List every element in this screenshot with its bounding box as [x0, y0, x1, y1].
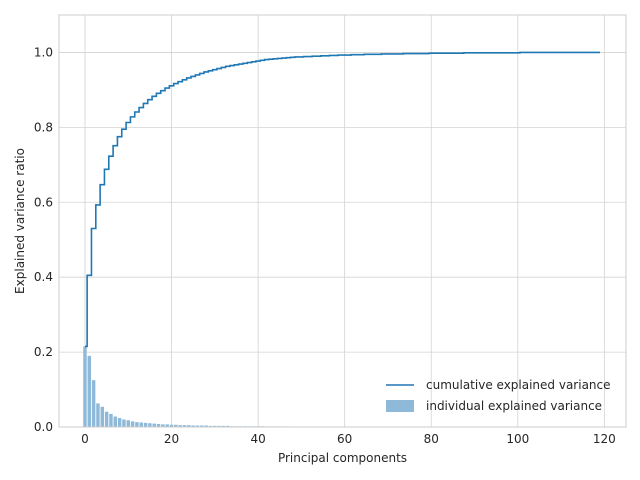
bar [104, 411, 109, 427]
x-tick-label: 120 [593, 432, 616, 446]
bar [152, 423, 156, 427]
cumulative-step-line [84, 51, 601, 348]
plot-frame [58, 14, 627, 428]
y-axis-label: Explained variance ratio [13, 148, 27, 294]
bar [96, 403, 100, 427]
x-tick-label: 100 [506, 432, 529, 446]
y-tick-label: 1.0 [34, 45, 53, 59]
x-tick-label: 80 [424, 432, 439, 446]
bar [113, 416, 117, 427]
grid [59, 15, 626, 428]
bar [217, 425, 221, 427]
bar [169, 424, 174, 427]
bar [195, 425, 200, 427]
bar [200, 425, 204, 427]
x-tick-label: 0 [81, 432, 89, 446]
bar [143, 422, 148, 427]
bar [139, 422, 143, 427]
axes-frame [58, 14, 627, 428]
bar [156, 424, 161, 427]
bar [213, 425, 217, 427]
bar [165, 424, 169, 427]
y-tick-label: 0.2 [34, 345, 53, 359]
bar [178, 425, 182, 427]
x-tick-label: 60 [337, 432, 352, 446]
bar [122, 419, 126, 427]
line-cumulative [84, 51, 601, 348]
bar [174, 424, 178, 427]
y-tick-label: 0.0 [34, 420, 53, 434]
y-tick-label: 0.6 [34, 195, 53, 209]
y-tick-label: 0.4 [34, 270, 53, 284]
legend-label-individual: individual explained variance [426, 399, 602, 413]
bar [135, 422, 139, 427]
bar [182, 425, 187, 427]
legend-swatch-individual [386, 400, 414, 412]
bar [126, 420, 130, 427]
y-tick-label: 0.8 [34, 120, 53, 134]
bar [83, 346, 87, 427]
bar [208, 425, 213, 427]
bar [221, 425, 226, 427]
bar [100, 406, 105, 427]
legend-label-cumulative: cumulative explained variance [426, 378, 611, 392]
bar [109, 413, 113, 427]
x-axis-label: Principal components [278, 451, 407, 465]
legend: cumulative explained variance individual… [386, 378, 611, 413]
bar [204, 425, 208, 427]
bar [191, 425, 195, 427]
bar [91, 380, 96, 427]
tick-labels: 0 20 40 60 80 100 120 0.0 0.2 0.4 0.6 0.8 1.0 [34, 45, 616, 446]
bar [187, 425, 191, 427]
bar [130, 421, 135, 427]
x-tick-label: 40 [250, 432, 265, 446]
bar [161, 424, 165, 427]
x-tick-label: 20 [164, 432, 179, 446]
bar [117, 418, 122, 427]
bar [148, 423, 152, 427]
bar [226, 425, 230, 427]
bar [87, 355, 92, 427]
